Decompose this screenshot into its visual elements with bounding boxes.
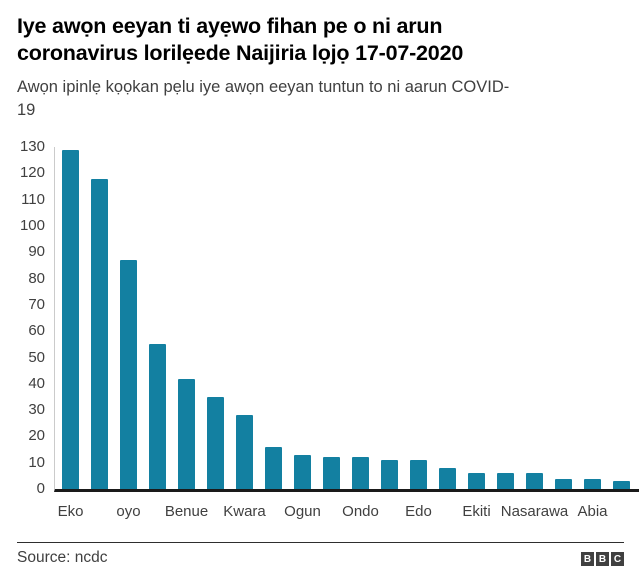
x-axis-labels: Eko oyo Benue Kwara Ogun Ondo Edo Ekiti Nasarawa…: [55, 503, 623, 523]
x-label-Benue: Benue: [164, 503, 209, 520]
bar-Edo: [410, 460, 427, 489]
bar-rank-16: [497, 473, 514, 489]
bar-rank-8: [265, 446, 282, 489]
bar-rank-10: [323, 457, 340, 489]
x-label-Kwara: Kwara: [223, 503, 266, 520]
bar-rank-20: [613, 481, 630, 489]
bar-Benue: [178, 378, 195, 489]
x-label-Abia: Abia: [577, 503, 608, 520]
chart-title: Iye awọn eeyan ti ayẹwo fihan pe o ni ar…: [17, 13, 625, 67]
y-tick-100: 100: [19, 216, 45, 234]
y-tick-50: 50: [28, 348, 45, 366]
bar-Ekiti: [468, 473, 485, 489]
bar-rank-12: [381, 460, 398, 489]
bar-Kwara: [236, 415, 253, 489]
bar-Nasarawa: [526, 473, 543, 489]
chart-subtitle: Awọn ipinlẹ kọọkan pẹlu iye awọn eeyan t…: [17, 76, 631, 122]
chart-subtitle-line-1: Awọn ipinlẹ kọọkan pẹlu iye awọn eeyan t…: [17, 78, 510, 96]
x-label-Ekiti: Ekiti: [462, 503, 491, 520]
bar-Ondo: [352, 457, 369, 489]
bar-rank-4: [149, 344, 166, 489]
y-tick-110: 110: [21, 190, 45, 208]
source-label: Source: ncdc: [17, 549, 108, 566]
y-tick-80: 80: [28, 269, 45, 287]
y-tick-90: 90: [28, 243, 45, 261]
y-tick-120: 120: [19, 164, 45, 182]
bar-rank-2: [91, 178, 108, 489]
bar-Ogun: [294, 454, 311, 489]
y-tick-30: 30: [28, 401, 45, 419]
plot-area: [54, 147, 639, 492]
x-label-Eko: Eko: [57, 503, 84, 520]
bar-Abia: [584, 478, 601, 489]
chart-subtitle-line-2: 19: [17, 101, 36, 119]
chart-title-line-2: coronavirus lorilẹede Naijiria lọjọ 17-0…: [17, 41, 464, 65]
x-label-Edo: Edo: [405, 503, 432, 520]
footer-divider: [17, 542, 624, 543]
bar-Eko: [62, 149, 79, 489]
y-tick-130: 130: [19, 138, 45, 155]
x-label-Nasarawa: Nasarawa: [500, 503, 569, 520]
y-tick-20: 20: [28, 427, 45, 445]
x-label-oyo: oyo: [116, 503, 141, 520]
x-label-Ondo: Ondo: [342, 503, 379, 520]
bar-oyo: [120, 260, 137, 489]
bbc-logo-letter-3: C: [611, 552, 624, 566]
y-tick-60: 60: [28, 322, 45, 340]
chart-title-line-1: Iye awọn eeyan ti ayẹwo fihan pe o ni ar…: [17, 14, 443, 38]
bar-rank-18: [555, 478, 572, 489]
y-tick-10: 10: [28, 453, 45, 471]
bar-rank-6: [207, 396, 224, 489]
y-tick-70: 70: [28, 295, 45, 313]
bbc-logo: B B C: [581, 552, 624, 566]
x-label-Ogun: Ogun: [284, 503, 321, 520]
y-tick-0: 0: [36, 480, 45, 497]
bbc-logo-letter-2: B: [596, 552, 609, 566]
y-tick-40: 40: [28, 374, 45, 392]
bbc-logo-letter-1: B: [581, 552, 594, 566]
bar-rank-14: [439, 468, 456, 489]
y-axis-ticks: 0 10 20 30 40 50 60 70 80 90 100 110 120 130: [0, 138, 45, 497]
